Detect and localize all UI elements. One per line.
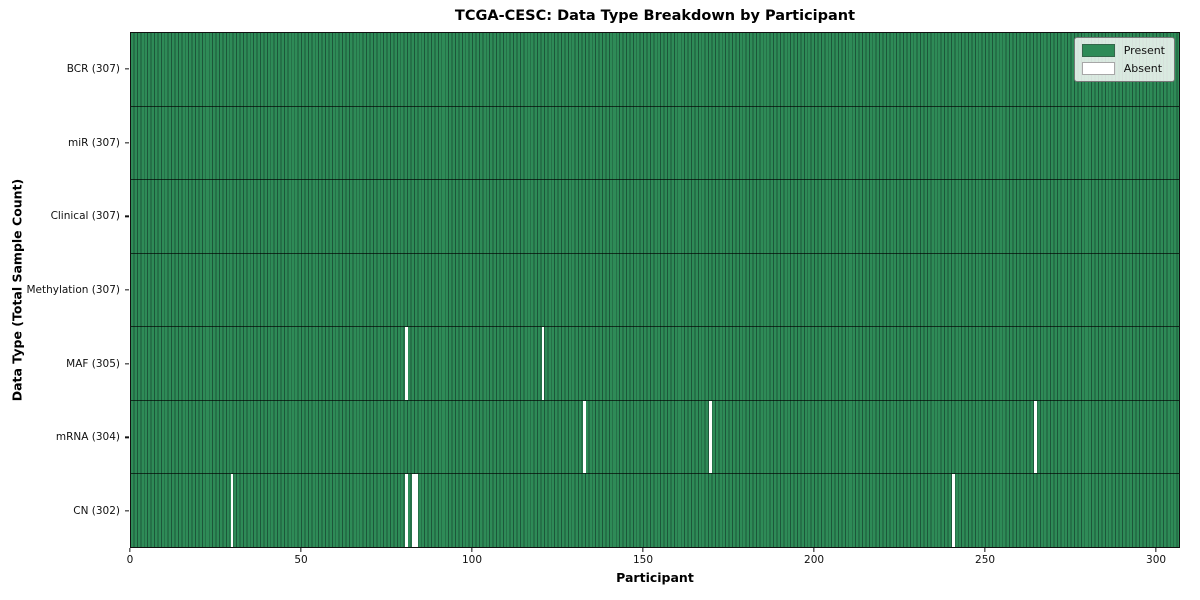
x-tick-mark bbox=[471, 548, 473, 552]
x-tick-mark bbox=[642, 548, 644, 552]
y-tick-mark bbox=[125, 289, 129, 291]
y-tick-label-CN: CN (302) bbox=[73, 505, 120, 518]
legend-entry-present: Present bbox=[1081, 44, 1165, 57]
x-tick-mark bbox=[129, 548, 131, 552]
x-tick-label-0: 0 bbox=[126, 554, 134, 566]
legend-label: Present bbox=[1123, 44, 1165, 57]
y-tick-label-MAF: MAF (305) bbox=[66, 357, 120, 370]
legend-swatch-absent bbox=[1081, 62, 1115, 75]
heat-row-BCR bbox=[131, 33, 1179, 106]
x-tick-mark bbox=[1155, 548, 1157, 552]
x-axis-label: Participant bbox=[616, 570, 694, 585]
heat-row-MAF bbox=[131, 326, 1179, 400]
chart-title: TCGA-CESC: Data Type Breakdown by Partic… bbox=[454, 8, 856, 24]
legend: Present Absent bbox=[1073, 37, 1175, 82]
x-tick-label-150: 150 bbox=[632, 554, 654, 566]
x-tick-label-200: 200 bbox=[804, 554, 825, 566]
x-tick-mark bbox=[813, 548, 815, 552]
x-tick-label-250: 250 bbox=[975, 554, 996, 566]
absent-cell-CN-80 bbox=[404, 474, 408, 548]
y-tick-mark bbox=[125, 436, 129, 439]
y-tick-label-Clinical: Clinical (307) bbox=[50, 210, 120, 223]
y-tick-mark bbox=[125, 141, 129, 144]
absent-cell-mRNA-169 bbox=[709, 400, 713, 474]
plot-area bbox=[130, 32, 1180, 548]
heat-row-miR bbox=[131, 105, 1179, 180]
y-tick-label-mRNA: mRNA (304) bbox=[55, 431, 120, 444]
heat-row-CN bbox=[131, 473, 1179, 548]
y-tick-label-Methylation: Methylation (307) bbox=[26, 284, 120, 296]
absent-cell-MAF-120 bbox=[541, 327, 545, 400]
heat-row-Methylation bbox=[131, 252, 1179, 327]
absent-cell-mRNA-132 bbox=[582, 400, 586, 474]
x-tick-label-50: 50 bbox=[294, 554, 308, 566]
y-tick-mark bbox=[125, 68, 129, 70]
absent-cell-CN-83 bbox=[415, 474, 418, 548]
absent-cell-CN-29 bbox=[230, 474, 234, 548]
x-tick-mark bbox=[984, 548, 986, 552]
heat-row-Clinical bbox=[131, 179, 1179, 253]
x-tick-label-100: 100 bbox=[461, 554, 483, 566]
absent-cell-MAF-80 bbox=[404, 327, 408, 400]
absent-cell-CN-240 bbox=[952, 474, 955, 548]
y-tick-label-miR: miR (307) bbox=[67, 136, 120, 149]
absent-cell-CN-82 bbox=[411, 474, 415, 548]
y-tick-mark bbox=[125, 215, 129, 217]
x-tick-mark bbox=[300, 548, 302, 552]
heat-row-mRNA bbox=[131, 399, 1179, 474]
y-tick-mark bbox=[125, 510, 129, 512]
legend-swatch-present bbox=[1081, 44, 1115, 57]
y-tick-mark bbox=[125, 363, 129, 365]
y-tick-label-BCR: BCR (307) bbox=[66, 62, 120, 75]
x-tick-label-300: 300 bbox=[1146, 554, 1167, 566]
legend-entry-absent: Absent bbox=[1081, 62, 1165, 75]
absent-cell-mRNA-264 bbox=[1034, 400, 1037, 474]
legend-label: Absent bbox=[1123, 62, 1163, 75]
